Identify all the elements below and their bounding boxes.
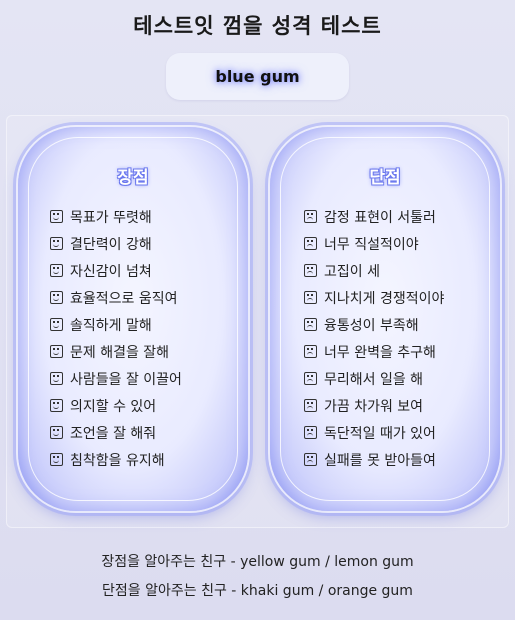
smile-icon — [50, 291, 63, 304]
frown-icon — [304, 237, 317, 250]
strength-label: 솔직하게 말해 — [70, 317, 152, 334]
list-item: 실패를 못 받아들여 — [304, 446, 444, 473]
strength-label: 문제 해결을 잘해 — [70, 344, 170, 361]
result-label: blue gum — [215, 67, 300, 86]
strength-label: 효율적으로 움직여 — [70, 290, 178, 307]
weaknesses-heading: 단점 — [369, 168, 401, 188]
list-item: 너무 완벽을 추구해 — [304, 338, 444, 365]
weakness-label: 지나치게 경쟁적이야 — [324, 290, 445, 307]
list-item: 침착함을 유지해 — [50, 446, 182, 473]
weakness-label: 실패를 못 받아들여 — [324, 452, 436, 469]
strength-label: 조언을 잘 해줘 — [70, 425, 157, 442]
weakness-label: 융통성이 부족해 — [324, 317, 419, 334]
frown-icon — [304, 318, 317, 331]
weakness-label: 독단적일 때가 있어 — [324, 425, 436, 442]
frown-icon — [304, 426, 317, 439]
footer-strength-friends: 장점을 알아주는 친구 - yellow gum / lemon gum — [101, 554, 414, 570]
list-item: 고집이 세 — [304, 257, 444, 284]
smile-icon — [50, 318, 63, 331]
frown-icon — [304, 399, 317, 412]
smile-icon — [50, 453, 63, 466]
strengths-list: 목표가 뚜렷해 결단력이 강해 자신감이 넘쳐 효율적으로 움직여 솔직하게 말… — [50, 203, 182, 473]
frown-icon — [304, 210, 317, 223]
list-item: 융통성이 부족해 — [304, 311, 444, 338]
weakness-label: 가끔 차가워 보여 — [324, 398, 424, 415]
list-item: 목표가 뚜렷해 — [50, 203, 182, 230]
frown-icon — [304, 372, 317, 385]
list-item: 무리해서 일을 해 — [304, 365, 444, 392]
strength-label: 자신감이 넘쳐 — [70, 263, 152, 280]
list-item: 너무 직설적이야 — [304, 230, 444, 257]
smile-icon — [50, 264, 63, 277]
weakness-label: 너무 직설적이야 — [324, 236, 419, 253]
list-item: 효율적으로 움직여 — [50, 284, 182, 311]
list-item: 문제 해결을 잘해 — [50, 338, 182, 365]
list-item: 독단적일 때가 있어 — [304, 419, 444, 446]
smile-icon — [50, 210, 63, 223]
smile-icon — [50, 237, 63, 250]
list-item: 가끔 차가워 보여 — [304, 392, 444, 419]
weaknesses-list: 감정 표현이 서툴러 너무 직설적이야 고집이 세 지나치게 경쟁적이야 융통성… — [304, 203, 444, 473]
list-item: 의지할 수 있어 — [50, 392, 182, 419]
strength-label: 목표가 뚜렷해 — [70, 209, 152, 226]
list-item: 솔직하게 말해 — [50, 311, 182, 338]
strength-label: 사람들을 잘 이끌어 — [70, 371, 182, 388]
result-badge: blue gum — [166, 53, 349, 100]
list-item: 자신감이 넘쳐 — [50, 257, 182, 284]
smile-icon — [50, 426, 63, 439]
frown-icon — [304, 345, 317, 358]
strength-label: 의지할 수 있어 — [70, 398, 157, 415]
strength-label: 침착함을 유지해 — [70, 452, 165, 469]
list-item: 사람들을 잘 이끌어 — [50, 365, 182, 392]
strengths-card: 장점 목표가 뚜렷해 결단력이 강해 자신감이 넘쳐 효율적으로 움직여 솔직하… — [18, 127, 248, 511]
frown-icon — [304, 264, 317, 277]
weaknesses-card: 단점 감정 표현이 서툴러 너무 직설적이야 고집이 세 지나치게 경쟁적이야 … — [270, 127, 500, 511]
weakness-label: 감정 표현이 서툴러 — [324, 209, 436, 226]
smile-icon — [50, 399, 63, 412]
smile-icon — [50, 372, 63, 385]
weakness-label: 고집이 세 — [324, 263, 380, 280]
list-item: 감정 표현이 서툴러 — [304, 203, 444, 230]
strengths-heading: 장점 — [117, 168, 149, 188]
weakness-label: 너무 완벽을 추구해 — [324, 344, 436, 361]
frown-icon — [304, 453, 317, 466]
strength-label: 결단력이 강해 — [70, 236, 152, 253]
footer-weakness-friends: 단점을 알아주는 친구 - khaki gum / orange gum — [102, 583, 413, 599]
smile-icon — [50, 345, 63, 358]
frown-icon — [304, 291, 317, 304]
list-item: 결단력이 강해 — [50, 230, 182, 257]
list-item: 지나치게 경쟁적이야 — [304, 284, 444, 311]
weakness-label: 무리해서 일을 해 — [324, 371, 424, 388]
list-item: 조언을 잘 해줘 — [50, 419, 182, 446]
page-title: 테스트잇 껌을 성격 테스트 — [133, 14, 382, 38]
